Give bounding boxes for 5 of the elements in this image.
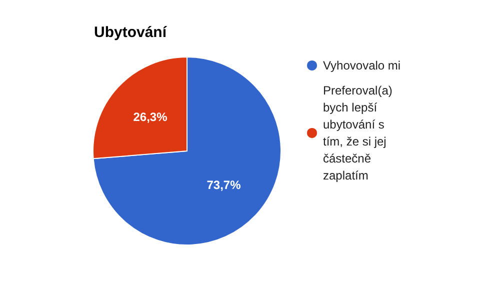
data-label: 26,3% [133, 110, 168, 124]
chart-title: Ubytování [94, 24, 168, 41]
legend-label: Vyhovovalo mi [323, 58, 401, 72]
legend-label: Preferoval(a) bych lepší ubytování s tím, že si jej částečně zaplatím [323, 84, 396, 182]
data-label: 73,7% [206, 178, 242, 192]
